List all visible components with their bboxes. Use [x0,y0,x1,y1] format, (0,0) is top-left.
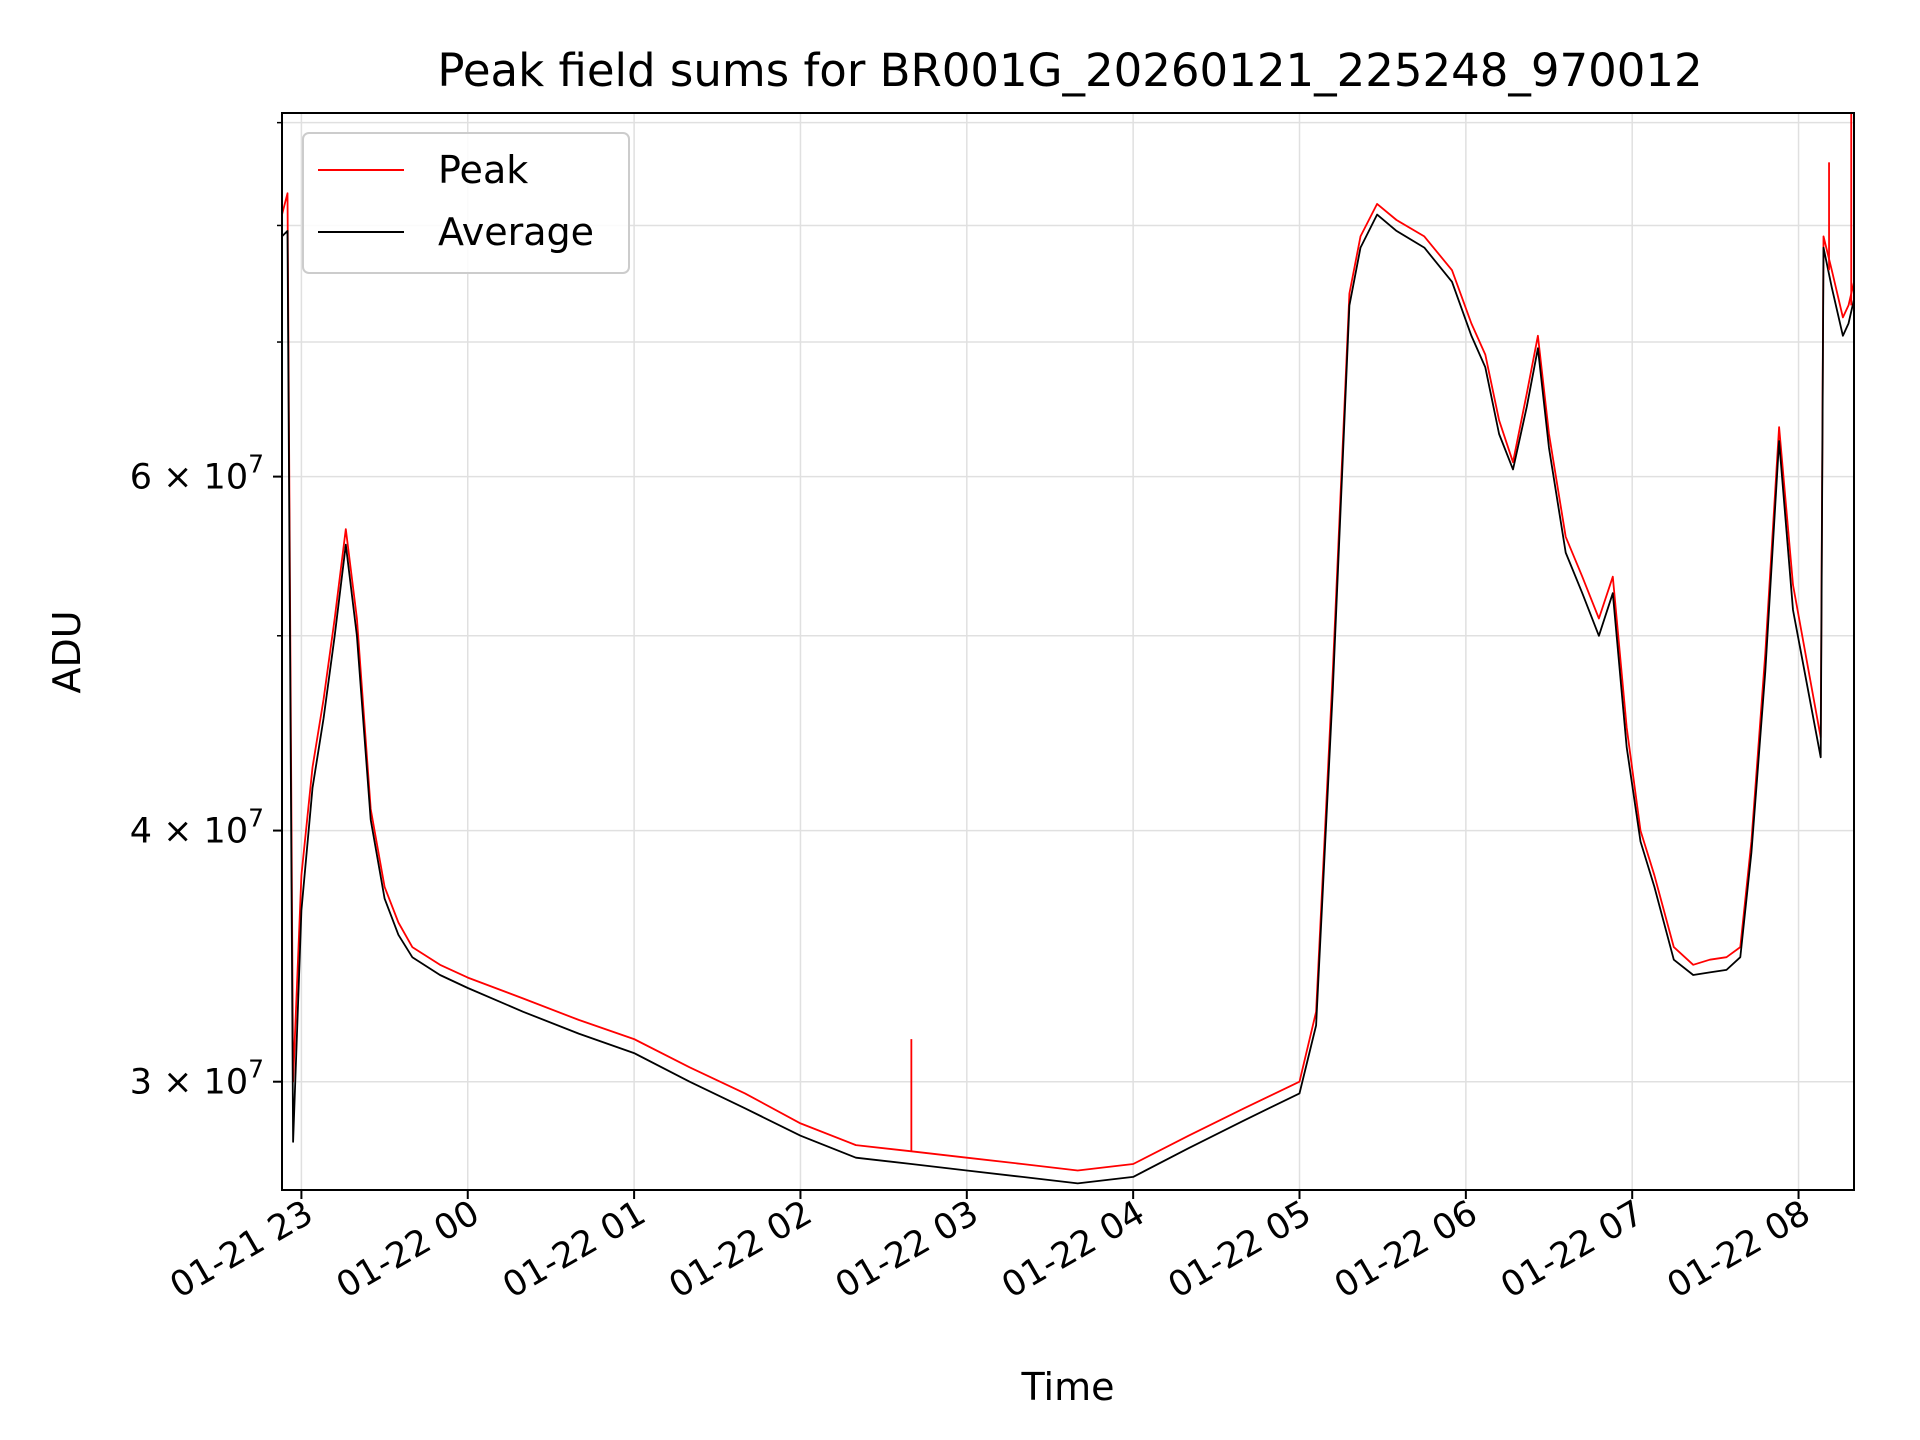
y-tick-label: 3 × 107 [130,1055,264,1103]
y-tick-label: 4 × 107 [130,804,264,852]
plot-frame [281,112,1855,1191]
y-axis-label: ADU [45,610,89,693]
legend: Peak Average [302,132,630,274]
y-tick-label: 6 × 107 [130,450,264,498]
legend-box [302,132,630,274]
y-axis: 3 × 107 4 × 107 6 × 107 [130,121,282,1103]
series-line-average [281,213,1855,1185]
series-layer [281,113,1855,1185]
x-axis-label: Time [1021,1365,1115,1409]
legend-label-average: Average [438,210,594,254]
series-line-peak [281,192,1855,1172]
legend-label-peak: Peak [438,148,528,192]
chart-title: Peak field sums for BR001G_20260121_2252… [437,44,1702,97]
